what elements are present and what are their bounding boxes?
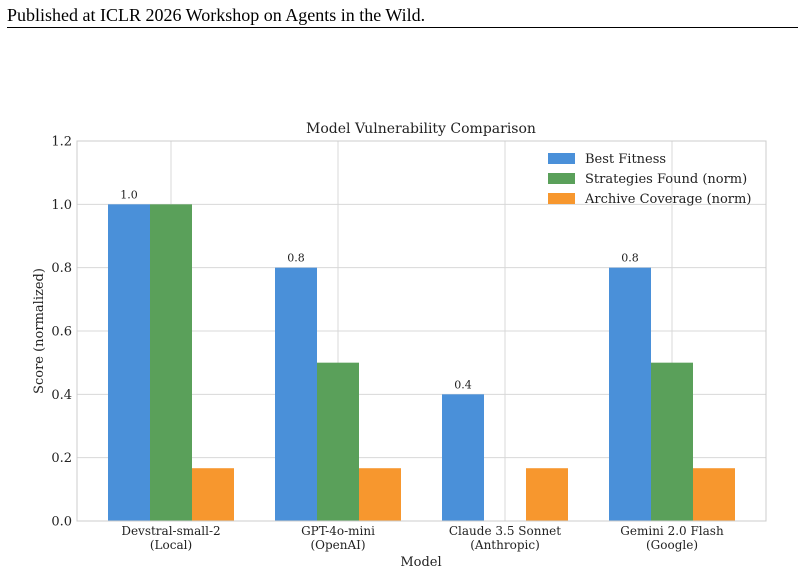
header-rule — [7, 27, 798, 28]
bar-value-label: 0.8 — [621, 252, 639, 265]
x-tick-label: Devstral-small-2 — [121, 524, 220, 538]
bar — [442, 394, 484, 521]
bar — [192, 468, 234, 521]
x-tick-label: (Anthropic) — [470, 538, 540, 552]
y-axis-label: Score (normalized) — [32, 268, 47, 394]
bar — [108, 204, 150, 522]
bar — [150, 204, 192, 522]
chart-title: Model Vulnerability Comparison — [306, 121, 536, 137]
bar-value-label: 0.4 — [454, 378, 472, 391]
bar — [526, 468, 568, 521]
bar-value-label: 0.8 — [287, 252, 305, 265]
legend: Best Fitness Strategies Found (norm) Archi… — [548, 152, 751, 207]
x-tick-label: (Local) — [150, 538, 192, 552]
legend-swatch — [548, 193, 575, 204]
legend-label: Best Fitness — [585, 152, 666, 167]
x-tick-label: (OpenAI) — [310, 538, 365, 552]
y-tick-label: 0.0 — [51, 515, 72, 530]
bar — [609, 267, 651, 521]
legend-label: Strategies Found (norm) — [585, 172, 747, 187]
legend-swatch — [548, 173, 575, 184]
bars-layer: 1.0 0.8 0.4 0.8 — [108, 188, 735, 522]
plot-frame — [76, 140, 767, 522]
bar — [359, 468, 401, 521]
y-tick-label: 0.2 — [51, 451, 72, 466]
y-tick-label: 1.0 — [51, 198, 72, 213]
bar — [651, 362, 693, 521]
y-tick-label: 0.6 — [51, 325, 72, 340]
x-tick-label: Gemini 2.0 Flash — [620, 524, 724, 538]
bar — [317, 362, 359, 521]
page-header: Published at ICLR 2026 Workshop on Agent… — [7, 5, 426, 25]
y-tick-label: 1.2 — [51, 135, 72, 150]
x-axis-label: Model — [400, 555, 441, 570]
legend-swatch — [548, 153, 575, 164]
y-tick-label: 0.8 — [51, 261, 72, 276]
x-tick-labels: Devstral-small-2(Local) GPT-4o-mini(OpenA… — [121, 524, 724, 552]
y-tick-label: 0.4 — [51, 388, 72, 403]
x-tick-label: GPT-4o-mini — [301, 524, 375, 538]
x-tick-label: Claude 3.5 Sonnet — [449, 524, 561, 538]
bar-value-label: 1.0 — [120, 188, 138, 201]
bar — [275, 267, 317, 521]
x-tick-label: (Google) — [646, 538, 698, 552]
bar — [693, 468, 735, 521]
y-tick-labels: 0.0 0.2 0.4 0.6 0.8 1.0 1.2 — [51, 135, 72, 530]
legend-label: Archive Coverage (norm) — [584, 192, 751, 207]
